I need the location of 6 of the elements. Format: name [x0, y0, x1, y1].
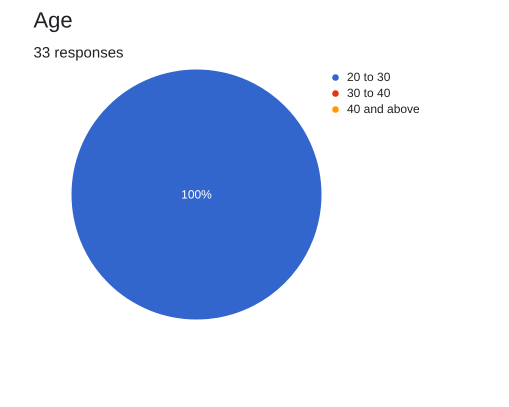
legend-label: 30 to 40 [347, 86, 392, 100]
legend-label: 20 to 30 [347, 70, 392, 84]
chart-subtitle: 33 responses [34, 44, 124, 62]
legend-label: 40 and above [347, 102, 421, 116]
data-label: 100% [181, 188, 212, 202]
chart-title: Age [34, 8, 73, 32]
